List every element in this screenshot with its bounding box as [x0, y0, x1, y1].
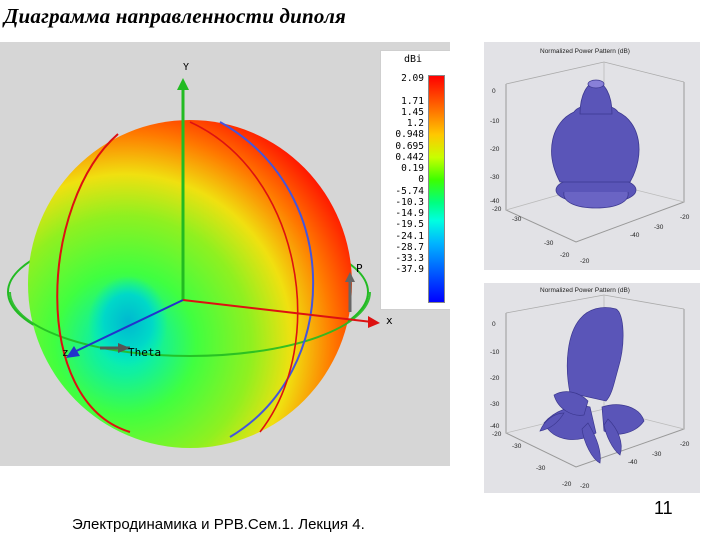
- z-tick-label: -30: [490, 401, 500, 408]
- legend-value: 0.695: [395, 140, 424, 152]
- z-tick-label: 0: [492, 88, 496, 95]
- x-axis-line: [182, 299, 373, 323]
- y-tick-label: -30: [536, 465, 546, 472]
- z-tick-label: -10: [490, 118, 500, 125]
- legend-value: 0.19: [401, 163, 424, 174]
- color-legend: dBi 2.09 1.71 1.45 1.2 0.948 0.695 0.442…: [380, 50, 450, 310]
- legend-value: -28.7: [395, 241, 424, 253]
- y-tick-label: -40: [628, 459, 638, 466]
- z-tick-label: 0: [492, 321, 496, 328]
- meridian-red-right: [189, 121, 299, 433]
- z-tick-label: -40: [490, 423, 500, 430]
- z-tick-label: -20: [490, 146, 500, 153]
- x-tick-label: -30: [512, 216, 522, 223]
- y-tick-label: -20: [580, 258, 590, 265]
- y-tick-label: -20: [680, 441, 690, 448]
- legend-value: -37.9: [395, 264, 424, 276]
- z-tick-label: -20: [490, 375, 500, 382]
- null-region: [88, 276, 168, 368]
- x-tick-label: -20: [560, 252, 570, 259]
- pattern-plot-bottom-graphic: [505, 294, 685, 468]
- legend-value: 1.45: [401, 106, 424, 118]
- y-axis-label: Y: [183, 62, 190, 73]
- x-tick-label: -20: [492, 431, 502, 438]
- pattern-sphere-graphic: [7, 78, 380, 448]
- legend-value: [381, 84, 424, 95]
- legend-value: -19.5: [395, 219, 424, 231]
- y-tick-label: -30: [544, 240, 554, 247]
- pattern-plot-title: Normalized Power Pattern (dB): [540, 48, 630, 55]
- z-axis-line: [69, 299, 184, 355]
- pattern-plot-bottom: Normalized Power Pattern (dB) 0 -10 -20 …: [484, 283, 700, 493]
- pattern-plot-top-graphic: [505, 61, 685, 243]
- legend-value: 0.442: [395, 151, 424, 163]
- page-number: 11: [654, 498, 673, 518]
- legend-value: 1.2: [406, 118, 424, 129]
- legend-value: 0: [418, 174, 424, 186]
- dipole-pattern-3d-view[interactable]: Y x z Theta P dBi 2.09 1.71 1.45 1.2 0.9…: [0, 42, 450, 466]
- z-tick-label: -10: [490, 349, 500, 356]
- legend-unit: dBi: [404, 54, 423, 65]
- y-tick-label: -40: [630, 232, 640, 239]
- x-tick-label: -20: [492, 206, 502, 213]
- lobe-shape: [551, 79, 640, 209]
- lobe-shape: [539, 307, 645, 464]
- y-tick-label: -30: [654, 224, 664, 231]
- pattern-plot-title: Normalized Power Pattern (dB): [540, 287, 630, 294]
- legend-values: 2.09 1.71 1.45 1.2 0.948 0.695 0.442 0.1…: [381, 73, 424, 276]
- x-tick-label: -30: [512, 443, 522, 450]
- slide-title: Диаграмма направленности диполя: [4, 4, 347, 28]
- theta-label: Theta: [128, 346, 162, 359]
- legend-value: -24.1: [395, 230, 424, 242]
- legend-value: 1.71: [401, 95, 424, 107]
- meridian-red-left: [56, 133, 131, 433]
- y-tick-label: -20: [680, 214, 690, 221]
- legend-value: -5.74: [395, 185, 424, 197]
- radiation-sphere: [28, 120, 352, 448]
- legend-value: -10.3: [395, 196, 424, 208]
- z-tick-label: -30: [490, 174, 500, 181]
- meridian-blue: [219, 121, 315, 438]
- z-axis-label: z: [62, 346, 69, 359]
- pattern-plot-top: Normalized Power Pattern (dB) 0 -10 -20 …: [484, 42, 700, 270]
- x-axis-label: x: [386, 314, 393, 327]
- legend-color-bar: [428, 75, 445, 303]
- legend-value: 2.09: [401, 73, 424, 84]
- legend-value: -33.3: [395, 253, 424, 264]
- y-tick-label: -20: [580, 483, 590, 490]
- x-tick-label: -20: [562, 481, 572, 488]
- y-tick-label: -30: [652, 451, 662, 458]
- phi-label: P: [356, 262, 363, 275]
- legend-value: -14.9: [395, 208, 424, 219]
- legend-value: 0.948: [395, 129, 424, 141]
- slide-footer: Электродинамика и РРВ.Сем.1. Лекция 4.: [72, 516, 365, 533]
- z-tick-label: -40: [490, 198, 500, 205]
